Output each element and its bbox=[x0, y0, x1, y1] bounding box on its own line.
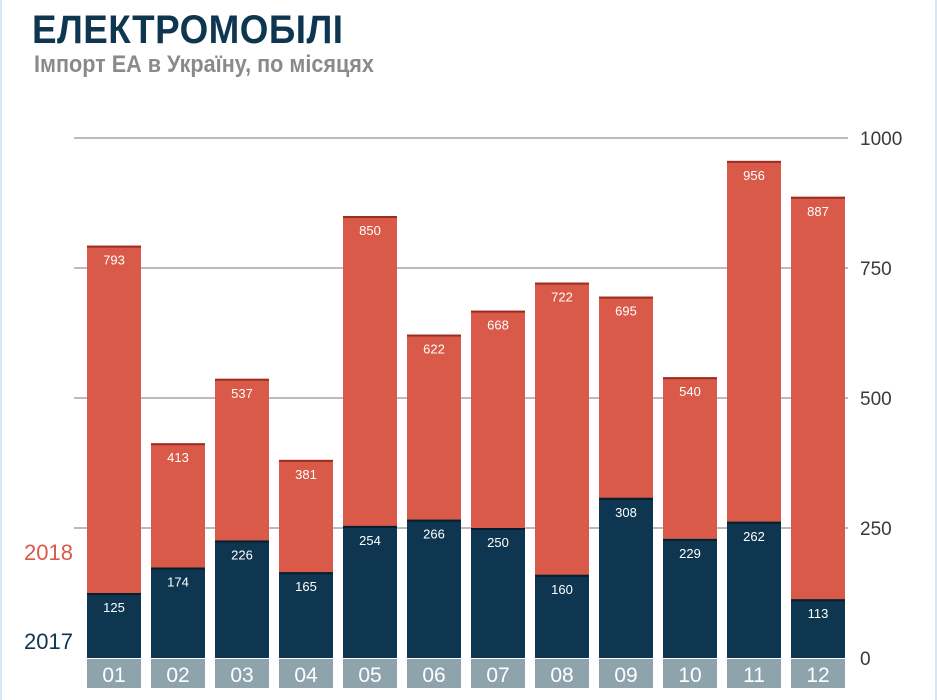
bar-2018-top-edge bbox=[599, 296, 653, 299]
bar-2017-top-edge bbox=[343, 525, 397, 528]
y-tick-label: 500 bbox=[860, 389, 892, 410]
data-label-2018: 537 bbox=[231, 386, 253, 401]
bar-2018-top-edge bbox=[87, 245, 141, 248]
bar-2017-top-edge bbox=[87, 593, 141, 595]
chart-subtitle: Імпорт ЕА в Україну, по місяцях bbox=[34, 51, 374, 78]
bar-2018 bbox=[791, 196, 845, 658]
bar-2017-top-edge bbox=[215, 540, 269, 543]
x-tick-label: 09 bbox=[614, 664, 637, 687]
data-label-2018: 622 bbox=[423, 342, 445, 357]
bar-2017 bbox=[727, 521, 781, 658]
bar-2017 bbox=[87, 593, 141, 658]
x-tick-label: 06 bbox=[422, 664, 445, 687]
bar-2017-top-edge bbox=[471, 528, 525, 530]
legend-2017: 2017 bbox=[24, 629, 73, 654]
legend-2018: 2018 bbox=[24, 540, 73, 565]
category-label-box bbox=[599, 659, 653, 688]
bar-2017-top-edge bbox=[535, 574, 589, 577]
bar-2017 bbox=[343, 525, 397, 658]
bar-2018-top-edge bbox=[663, 377, 717, 380]
data-label-2018: 668 bbox=[487, 318, 509, 333]
x-tick-label: 05 bbox=[358, 664, 381, 687]
y-tick-label: 250 bbox=[860, 519, 892, 540]
bar-2018-top-edge bbox=[151, 443, 205, 446]
data-label-2018: 850 bbox=[359, 223, 381, 238]
x-tick-label: 10 bbox=[678, 664, 701, 687]
bar-2018-top-edge bbox=[727, 160, 781, 163]
bar-2017 bbox=[535, 574, 589, 658]
x-tick-label: 07 bbox=[486, 664, 509, 687]
data-label-2017: 160 bbox=[551, 582, 573, 597]
data-label-2017: 165 bbox=[295, 579, 317, 594]
data-label-2017: 254 bbox=[359, 533, 381, 548]
data-label-2018: 695 bbox=[615, 304, 637, 319]
bar-2017 bbox=[407, 519, 461, 658]
data-label-2017: 250 bbox=[487, 535, 509, 550]
chart-title: ЕЛЕКТРОМОБІЛІ bbox=[32, 8, 344, 52]
data-label-2017: 174 bbox=[167, 575, 189, 590]
data-label-2017: 262 bbox=[743, 529, 765, 544]
bar-2017-top-edge bbox=[407, 519, 461, 522]
category-label-box bbox=[535, 659, 589, 688]
x-tick-label: 03 bbox=[230, 664, 253, 687]
bar-2018-top-edge bbox=[215, 378, 269, 381]
bar-2018-top-edge bbox=[343, 216, 397, 218]
frame-right-border bbox=[935, 0, 937, 700]
bar-2017-top-edge bbox=[151, 567, 205, 570]
bar-2018-top-edge bbox=[279, 459, 333, 462]
data-label-2017: 125 bbox=[103, 600, 125, 615]
bar-2017 bbox=[599, 497, 653, 658]
data-label-2017: 229 bbox=[679, 546, 701, 561]
data-label-2018: 956 bbox=[743, 168, 765, 183]
bar-2017-top-edge bbox=[791, 599, 845, 602]
data-label-2018: 722 bbox=[551, 290, 573, 305]
bar-2017-top-edge bbox=[279, 572, 333, 575]
category-label-box bbox=[407, 659, 461, 688]
category-label-box bbox=[343, 659, 397, 688]
bar-2018 bbox=[87, 245, 141, 658]
frame-left-border bbox=[0, 0, 2, 700]
data-label-2017: 266 bbox=[423, 527, 445, 542]
x-tick-label: 08 bbox=[550, 664, 573, 687]
category-label-box bbox=[151, 659, 205, 688]
x-tick-label: 12 bbox=[806, 664, 829, 687]
category-label-box bbox=[727, 659, 781, 688]
x-tick-label: 04 bbox=[294, 664, 318, 687]
bar-2017-top-edge bbox=[727, 521, 781, 524]
x-tick-label: 01 bbox=[102, 664, 125, 687]
category-label-box bbox=[663, 659, 717, 688]
category-label-box bbox=[215, 659, 269, 688]
data-label-2017: 308 bbox=[615, 505, 637, 520]
bar-2017 bbox=[663, 538, 717, 658]
data-label-2018: 887 bbox=[807, 204, 829, 219]
bar-2018-top-edge bbox=[471, 310, 525, 313]
bar-2017-top-edge bbox=[663, 538, 717, 541]
category-label-box bbox=[87, 659, 141, 688]
y-tick-label: 1000 bbox=[860, 129, 902, 150]
y-tick-label: 750 bbox=[860, 259, 892, 280]
data-label-2017: 113 bbox=[808, 606, 829, 621]
bar-2017 bbox=[471, 528, 525, 658]
bar-2017 bbox=[279, 572, 333, 658]
category-label-box bbox=[471, 659, 525, 688]
data-label-2018: 413 bbox=[167, 450, 189, 465]
bar-2018-top-edge bbox=[535, 282, 589, 285]
bar-2017-top-edge bbox=[599, 497, 653, 500]
category-label-box bbox=[791, 659, 845, 688]
x-tick-label: 11 bbox=[743, 664, 765, 687]
bar-2017 bbox=[151, 567, 205, 658]
data-label-2018: 793 bbox=[103, 253, 125, 268]
y-tick-label: 0 bbox=[860, 649, 871, 670]
x-tick-label: 02 bbox=[166, 664, 189, 687]
data-label-2018: 540 bbox=[679, 384, 701, 399]
bar-2018-top-edge bbox=[407, 334, 461, 337]
bar-2018-top-edge bbox=[791, 196, 845, 199]
bar-2017 bbox=[791, 599, 845, 658]
bar-2017 bbox=[215, 540, 269, 658]
data-label-2018: 381 bbox=[295, 467, 317, 482]
data-label-2017: 226 bbox=[231, 547, 253, 562]
category-label-box bbox=[279, 659, 333, 688]
